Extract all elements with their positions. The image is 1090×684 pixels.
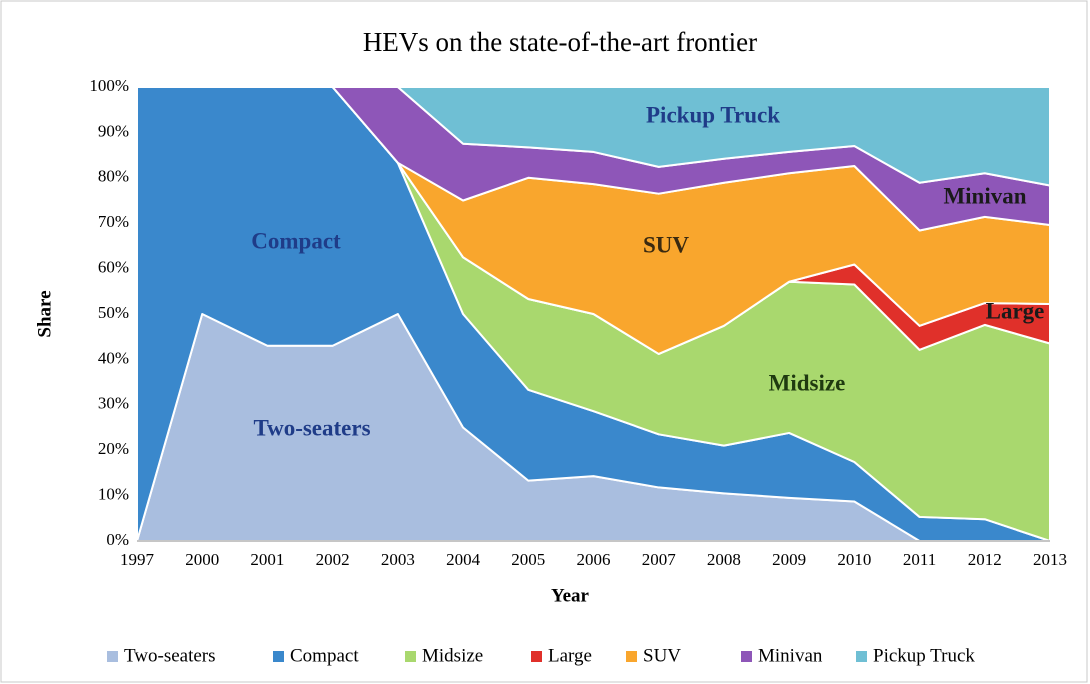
x-tick-label: 2006	[577, 550, 611, 569]
y-tick-label: 20%	[98, 439, 129, 458]
x-tick-label: 2007	[642, 550, 677, 569]
x-tick-label: 2002	[316, 550, 350, 569]
y-tick-label: 30%	[98, 394, 129, 413]
legend-swatch	[626, 651, 637, 662]
x-tick-label: 2008	[707, 550, 741, 569]
area	[136, 86, 1051, 187]
x-tick-label: 2001	[250, 550, 284, 569]
legend-label: Compact	[290, 645, 359, 666]
x-tick-label: 1997	[120, 550, 155, 569]
legend-label: Pickup Truck	[873, 645, 975, 666]
y-tick-label: 100%	[89, 76, 129, 95]
y-tick-label: 40%	[98, 348, 129, 367]
annotation: Pickup Truck	[646, 102, 780, 127]
chart-title: HEVs on the state-of-the-art frontier	[363, 27, 757, 57]
y-tick-label: 60%	[98, 258, 129, 277]
legend-label: Large	[548, 645, 592, 666]
y-tick-label: 70%	[98, 212, 129, 231]
annotation: SUV	[643, 232, 689, 257]
x-tick-label: 2009	[772, 550, 806, 569]
legend-swatch	[273, 651, 284, 662]
y-tick-label: 0%	[106, 530, 129, 549]
x-axis-label: Year	[551, 585, 590, 606]
annotation: Large	[986, 298, 1045, 323]
legend-swatch	[856, 651, 867, 662]
annotation: Two-seaters	[253, 415, 370, 440]
annotation: Midsize	[769, 370, 846, 395]
x-tick-label: 2000	[185, 550, 219, 569]
x-tick-label: 2005	[511, 550, 545, 569]
legend-swatch	[405, 651, 416, 662]
y-tick-label: 80%	[98, 167, 129, 186]
legend-label: SUV	[643, 645, 681, 666]
legend-label: Minivan	[758, 645, 823, 666]
x-tick-label: 2013	[1033, 550, 1067, 569]
legend-swatch	[107, 651, 118, 662]
x-tick-label: 2004	[446, 550, 481, 569]
legend-label: Two-seaters	[124, 645, 216, 666]
x-tick-label: 2011	[903, 550, 936, 569]
x-tick-label: 2010	[837, 550, 871, 569]
y-tick-label: 90%	[98, 121, 129, 140]
annotation: Compact	[251, 228, 341, 253]
legend-swatch	[741, 651, 752, 662]
x-tick-label: 2012	[968, 550, 1002, 569]
x-tick-label: 2003	[381, 550, 415, 569]
legend-label: Midsize	[422, 645, 483, 666]
y-tick-label: 50%	[98, 303, 129, 322]
legend-swatch	[531, 651, 542, 662]
y-tick-label: 10%	[98, 485, 129, 504]
y-axis-label: Share	[34, 290, 55, 337]
annotation: Minivan	[943, 183, 1026, 208]
